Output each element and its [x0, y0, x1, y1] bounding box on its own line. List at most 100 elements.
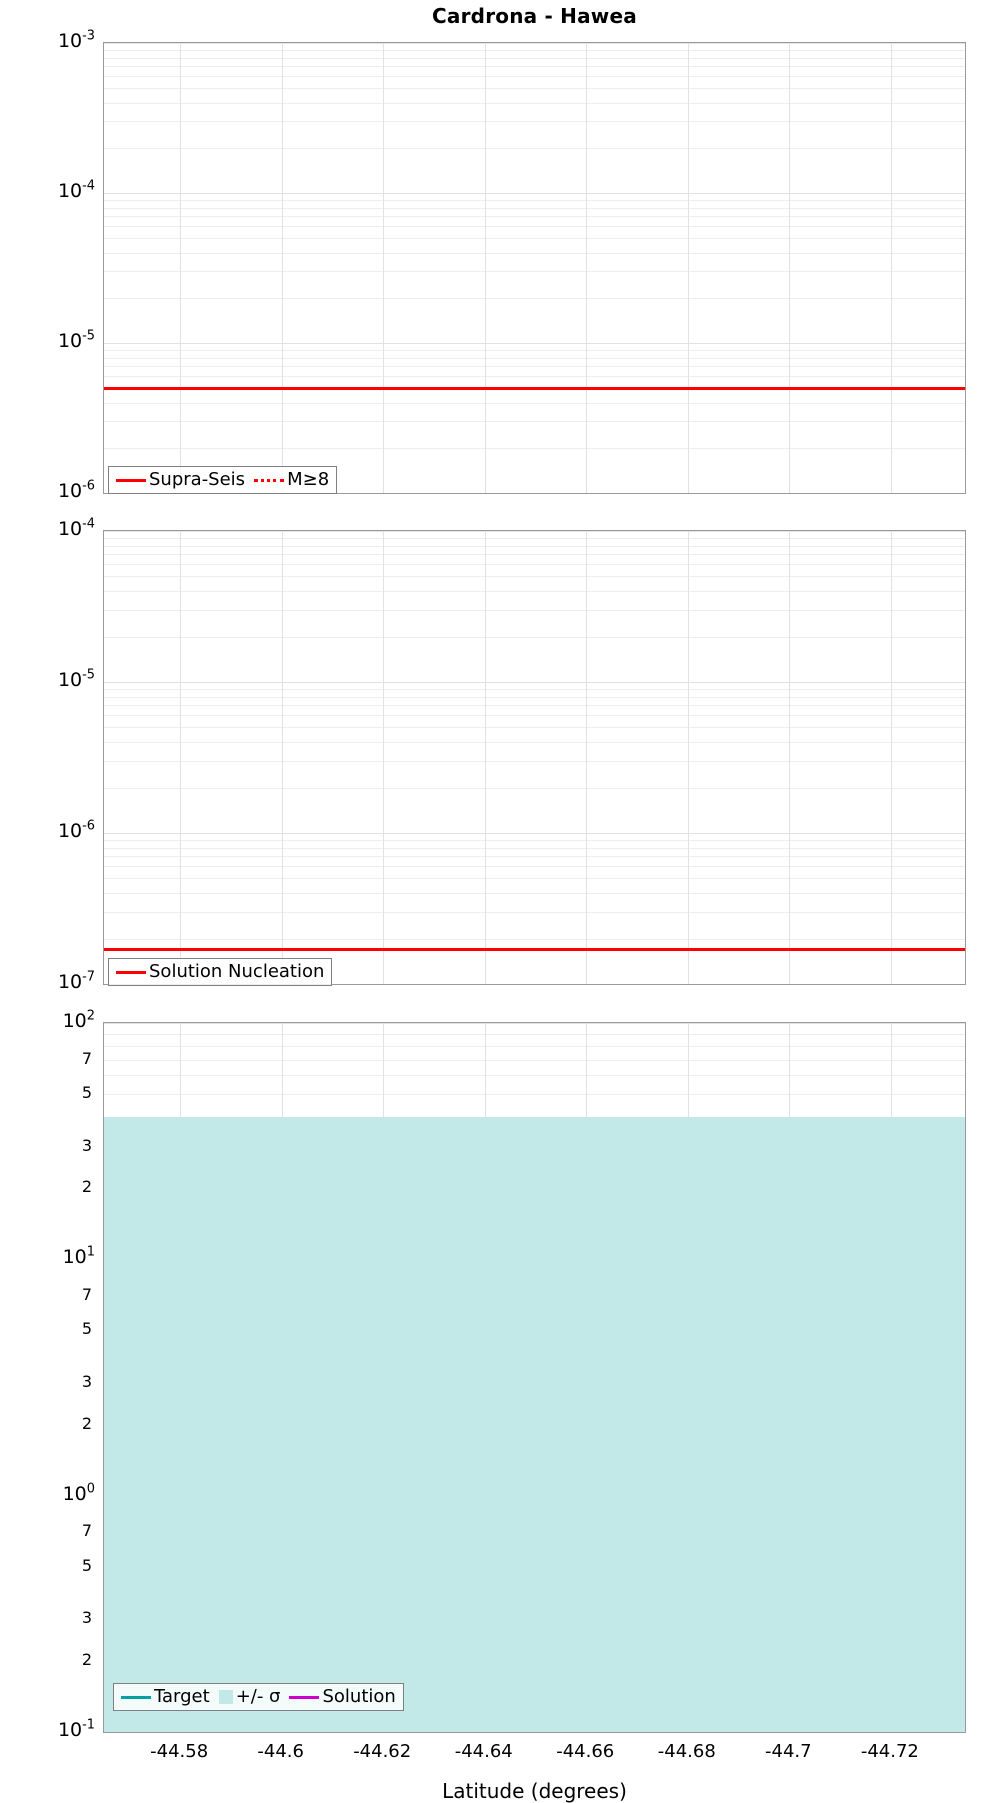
- gridline-vertical: [890, 43, 892, 493]
- gridline-horizontal: [104, 193, 965, 194]
- y-tick-label-minor: 7: [81, 1048, 92, 1068]
- gridline-vertical: [484, 43, 486, 493]
- gridline-horizontal: [104, 147, 965, 149]
- legend-item[interactable]: +/- σ: [218, 1686, 281, 1707]
- gridline-horizontal: [104, 727, 965, 729]
- legend-label: M≥8: [287, 469, 330, 490]
- gridline-horizontal: [104, 705, 965, 707]
- y-tick-label-minor: 3: [81, 1608, 92, 1628]
- nucleation-rate-legend[interactable]: Solution Nucleation: [108, 958, 333, 986]
- y-tick-label-minor: 5: [81, 1319, 92, 1339]
- gridline-horizontal: [104, 349, 965, 351]
- gridline-horizontal: [104, 856, 965, 858]
- legend-label: Supra-Seis: [149, 469, 246, 490]
- gridline-horizontal: [104, 609, 965, 611]
- gridline-horizontal: [104, 847, 965, 849]
- gridline-horizontal: [104, 43, 965, 44]
- gridline-horizontal: [104, 893, 965, 895]
- legend-item[interactable]: M≥8: [254, 471, 329, 489]
- gridline-horizontal: [104, 57, 965, 59]
- gridline-vertical: [281, 531, 283, 984]
- series-line: [104, 947, 965, 951]
- legend-item[interactable]: Target: [121, 1688, 210, 1706]
- legend-item[interactable]: Solution: [289, 1686, 396, 1707]
- gridline-horizontal: [104, 742, 965, 744]
- y-tick-label: 10-6: [57, 478, 95, 502]
- gridline-horizontal: [104, 357, 965, 359]
- gridline-horizontal: [104, 252, 965, 254]
- gridline-horizontal: [104, 447, 965, 449]
- gridline-vertical: [383, 43, 385, 493]
- gridline-horizontal: [104, 1094, 965, 1096]
- x-tick-label: -44.64: [454, 1741, 513, 1762]
- series-line: [104, 386, 965, 393]
- x-tick-label: -44.7: [765, 1741, 812, 1762]
- y-tick-label: 100: [62, 1481, 95, 1505]
- y-tick-label: 10-1: [57, 1717, 95, 1741]
- gridline-vertical: [586, 531, 588, 984]
- gridline-horizontal: [104, 591, 965, 593]
- legend-item[interactable]: Supra-Seis: [116, 471, 245, 489]
- legend-item[interactable]: Solution Nucleation: [116, 963, 324, 981]
- gridline-vertical: [789, 43, 791, 493]
- gridline-horizontal: [104, 216, 965, 218]
- nucleation-rate-axes: [103, 530, 966, 985]
- gridline-horizontal: [104, 238, 965, 240]
- legend-label: Solution: [322, 1686, 396, 1707]
- gridline-horizontal: [104, 207, 965, 209]
- gridline-horizontal: [104, 688, 965, 690]
- y-tick-label-minor: 2: [81, 1413, 92, 1433]
- y-tick-label: 102: [62, 1008, 95, 1032]
- gridline-horizontal: [104, 576, 965, 578]
- gridline-horizontal: [104, 121, 965, 123]
- gridline-horizontal: [104, 938, 965, 940]
- x-tick-label: -44.58: [150, 1741, 209, 1762]
- gridline-horizontal: [104, 833, 965, 834]
- x-tick-label: -44.62: [353, 1741, 412, 1762]
- gridline-horizontal: [104, 226, 965, 228]
- gridline-horizontal: [104, 760, 965, 762]
- sigma-band: [104, 1117, 965, 1732]
- gridline-horizontal: [104, 1023, 965, 1024]
- gridline-horizontal: [104, 376, 965, 378]
- gridline-horizontal: [104, 76, 965, 78]
- y-tick-label: 10-3: [57, 28, 95, 52]
- gridline-horizontal: [104, 636, 965, 638]
- gridline-horizontal: [104, 102, 965, 104]
- figure-title: Cardrona - Hawea: [432, 4, 637, 28]
- gridline-horizontal: [104, 715, 965, 717]
- legend-label: Solution Nucleation: [149, 961, 325, 982]
- gridline-horizontal: [104, 537, 965, 539]
- legend-label: +/- σ: [235, 1686, 281, 1707]
- gridline-horizontal: [104, 787, 965, 789]
- legend-swatch-icon: [121, 1695, 151, 1699]
- gridline-horizontal: [104, 66, 965, 68]
- gridline-vertical: [687, 531, 689, 984]
- gridline-horizontal: [104, 696, 965, 698]
- gridline-horizontal: [104, 531, 965, 532]
- legend-swatch-icon: [218, 1690, 233, 1704]
- gridline-horizontal: [104, 1045, 965, 1047]
- gridline-horizontal: [104, 1732, 965, 1733]
- gridline-horizontal: [104, 49, 965, 51]
- gridline-vertical: [383, 531, 385, 984]
- y-tick-label-minor: 7: [81, 1284, 92, 1304]
- y-tick-label: 101: [62, 1245, 95, 1269]
- y-tick-label: 10-5: [57, 328, 95, 352]
- participation-rate-legend[interactable]: Supra-Seis M≥8: [108, 466, 338, 494]
- gridline-horizontal: [104, 1059, 965, 1061]
- gridline-horizontal: [104, 297, 965, 299]
- gridline-horizontal: [104, 1075, 965, 1077]
- participation-rate-axes: [103, 42, 966, 494]
- gridline-vertical: [890, 531, 892, 984]
- gridline-horizontal: [104, 839, 965, 841]
- slip-rate-legend[interactable]: Target +/- σ Solution: [113, 1683, 404, 1711]
- legend-swatch-icon: [254, 478, 285, 482]
- gridline-vertical: [484, 531, 486, 984]
- gridline-horizontal: [104, 402, 965, 404]
- gridline-vertical: [586, 43, 588, 493]
- y-tick-label: 10-7: [57, 969, 95, 993]
- y-tick-label: 10-4: [57, 516, 95, 540]
- gridline-horizontal: [104, 88, 965, 90]
- y-tick-label-minor: 5: [81, 1083, 92, 1103]
